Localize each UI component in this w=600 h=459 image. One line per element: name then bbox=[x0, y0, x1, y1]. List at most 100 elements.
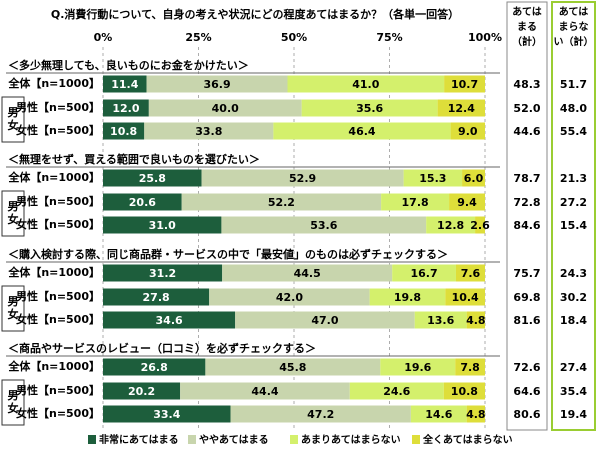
value-label: 12.0 bbox=[112, 102, 139, 115]
bar-segment bbox=[455, 358, 485, 376]
bar-segment bbox=[103, 216, 222, 234]
bar-segment bbox=[103, 122, 145, 140]
bar-segment bbox=[380, 358, 456, 376]
total-value: 78.7 bbox=[513, 172, 540, 185]
row-label: 女性【n=500】 bbox=[16, 312, 100, 326]
bar-segment bbox=[209, 288, 370, 306]
group-title: ＜商品やサービスのレビュー（口コミ）を必ずチェックする＞ bbox=[8, 341, 316, 355]
legend-swatch bbox=[188, 435, 196, 444]
x-tick-label: 75% bbox=[376, 31, 402, 44]
bar-segment bbox=[301, 99, 438, 117]
bar-segment bbox=[462, 169, 485, 187]
legend-swatch bbox=[290, 435, 298, 444]
value-label: 36.9 bbox=[203, 78, 230, 91]
value-label: 34.6 bbox=[156, 314, 183, 327]
bar-segment bbox=[144, 122, 274, 140]
value-label: 2.6 bbox=[470, 219, 490, 232]
gender-label: 男女 bbox=[8, 389, 19, 415]
total-value: 72.8 bbox=[513, 196, 540, 209]
bar-segment bbox=[273, 122, 451, 140]
group-title: ＜購入検討する際、同じ商品群・サービスの中で「最安値」のものは必ずチェックする＞ bbox=[8, 247, 448, 261]
bar-segment bbox=[146, 75, 288, 93]
value-label: 47.2 bbox=[307, 408, 334, 421]
total-value: 21.3 bbox=[560, 172, 587, 185]
x-tick-label: 50% bbox=[281, 31, 307, 44]
value-label: 40.0 bbox=[212, 102, 239, 115]
bar-segment bbox=[445, 288, 485, 306]
value-label: 13.6 bbox=[427, 314, 454, 327]
value-label: 7.8 bbox=[460, 361, 480, 374]
row-label: 全体【n=1000】 bbox=[7, 265, 100, 279]
bar-segment bbox=[221, 216, 427, 234]
value-label: 25.8 bbox=[139, 172, 166, 185]
value-label: 41.0 bbox=[352, 78, 379, 91]
value-label: 24.6 bbox=[383, 385, 410, 398]
gender-box bbox=[1, 96, 25, 143]
row-label: 女性【n=500】 bbox=[16, 217, 100, 231]
total-value: 75.7 bbox=[513, 267, 540, 280]
value-label: 11.4 bbox=[111, 78, 138, 91]
row-label: 女性【n=500】 bbox=[16, 123, 100, 137]
total-value: 18.4 bbox=[560, 314, 587, 327]
gender-box bbox=[1, 285, 25, 332]
value-label: 47.0 bbox=[311, 314, 338, 327]
value-label: 14.6 bbox=[425, 408, 452, 421]
value-label: 20.2 bbox=[128, 385, 155, 398]
total-header: まらな bbox=[559, 21, 589, 33]
value-label: 6.0 bbox=[464, 172, 484, 185]
bar-segment bbox=[103, 382, 181, 400]
bar-segment bbox=[381, 193, 450, 211]
bar-segment bbox=[349, 382, 444, 400]
value-label: 26.8 bbox=[141, 361, 168, 374]
value-label: 4.8 bbox=[466, 314, 486, 327]
gender-box bbox=[1, 379, 25, 426]
value-label: 7.6 bbox=[461, 267, 481, 280]
bar-segment bbox=[103, 193, 182, 211]
bar-segment bbox=[205, 358, 381, 376]
bar-segment bbox=[180, 382, 350, 400]
gender-label: 男女 bbox=[8, 106, 19, 132]
total-value: 30.2 bbox=[560, 291, 587, 304]
value-label: 12.8 bbox=[437, 219, 464, 232]
bar-segment bbox=[392, 264, 456, 282]
bar-segment bbox=[437, 99, 485, 117]
value-label: 19.6 bbox=[404, 361, 431, 374]
total-value: 48.3 bbox=[513, 78, 540, 91]
value-label: 33.4 bbox=[153, 408, 180, 421]
total-value: 48.0 bbox=[560, 102, 587, 115]
bar-segment bbox=[466, 405, 485, 423]
row-label: 男性【n=500】 bbox=[16, 100, 100, 114]
legend-label: 全くあてはまらない bbox=[422, 433, 513, 446]
row-label: 男性【n=500】 bbox=[16, 383, 100, 397]
x-tick-label: 100% bbox=[468, 31, 502, 44]
value-label: 27.8 bbox=[143, 291, 170, 304]
bar-segment bbox=[222, 264, 393, 282]
bar-segment bbox=[426, 216, 476, 234]
bar-segment bbox=[230, 405, 411, 423]
value-label: 31.2 bbox=[149, 267, 176, 280]
bar-segment bbox=[103, 264, 223, 282]
group-title: ＜無理をせず、買える範囲で良いものを選びたい＞ bbox=[8, 152, 260, 166]
value-label: 16.7 bbox=[411, 267, 438, 280]
total-value: 69.8 bbox=[513, 291, 540, 304]
legend-label: 非常にあてはまる bbox=[99, 433, 179, 446]
bar-segment bbox=[455, 264, 485, 282]
total-value: 64.6 bbox=[513, 385, 540, 398]
total-value: 24.3 bbox=[560, 267, 587, 280]
bar-segment bbox=[103, 99, 149, 117]
bar-segment bbox=[103, 75, 147, 93]
value-label: 52.2 bbox=[268, 196, 295, 209]
bar-segment bbox=[103, 358, 206, 376]
total-value: 81.6 bbox=[513, 314, 540, 327]
total-value: 72.6 bbox=[513, 361, 540, 374]
bar-segment bbox=[201, 169, 404, 187]
bar-segment bbox=[103, 169, 202, 187]
bar-segment bbox=[475, 216, 485, 234]
total-value: 35.4 bbox=[560, 385, 587, 398]
bar-segment bbox=[369, 288, 446, 306]
value-label: 10.7 bbox=[451, 78, 478, 91]
x-tick-label: 25% bbox=[185, 31, 211, 44]
total-header: あては bbox=[559, 5, 589, 18]
row-label: 全体【n=1000】 bbox=[7, 170, 100, 184]
group-title: ＜多少無理しても、良いものにお金をかけたい＞ bbox=[8, 58, 249, 72]
